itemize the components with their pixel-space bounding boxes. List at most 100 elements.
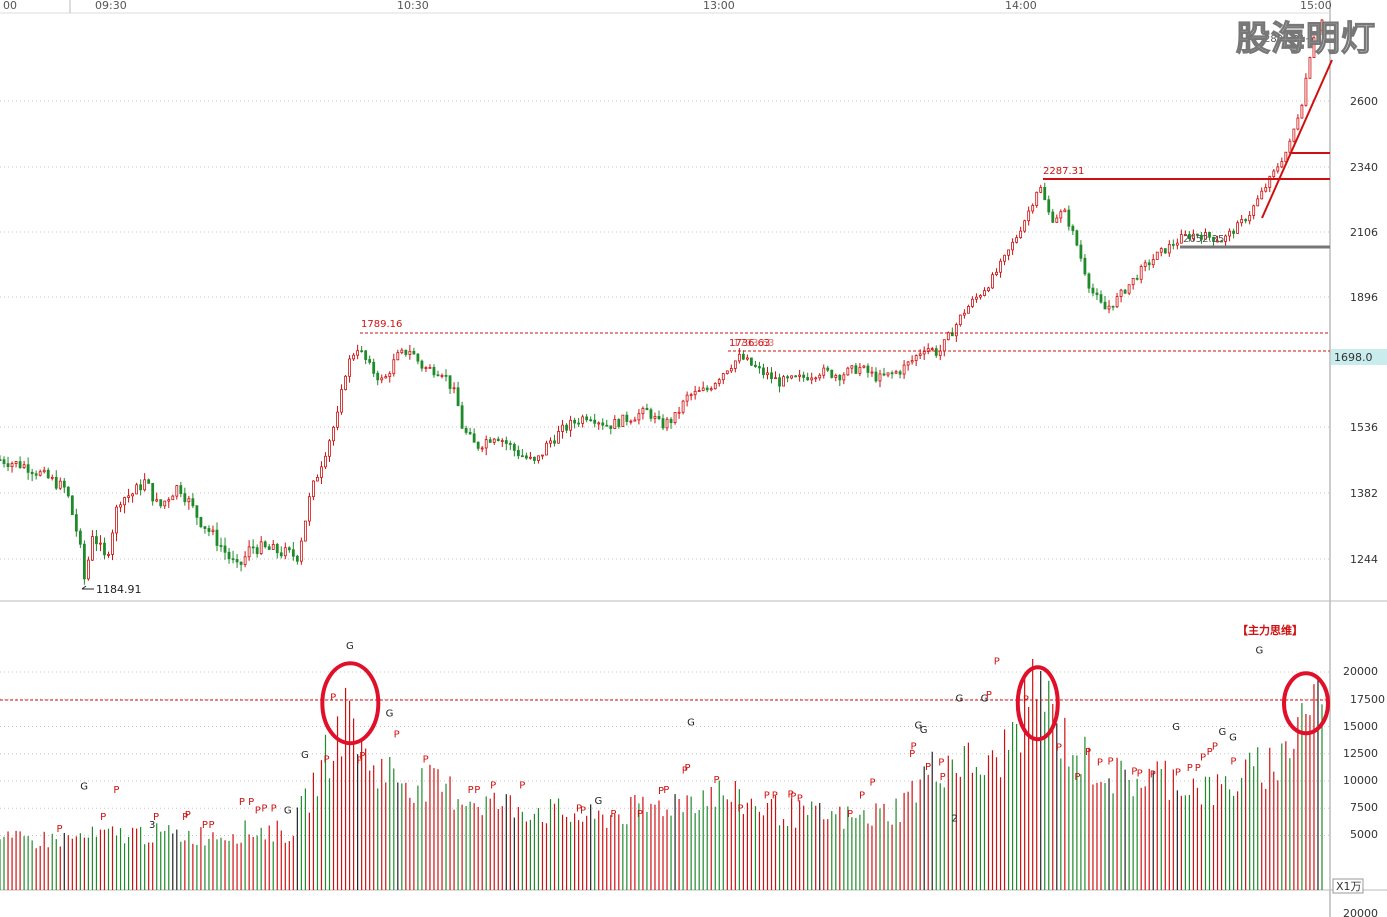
candle-body [910,360,914,363]
candle-body [569,419,572,431]
candle-body [589,419,593,422]
volume-tick-label: 20000 [1343,665,1378,678]
candle-body [356,350,360,356]
signal-mark-p: P [580,806,586,817]
signal-mark-p: P [271,804,277,815]
candle-body [103,542,106,556]
candle-body [870,371,874,374]
candle-body [1232,230,1235,234]
candle-body [1063,209,1067,213]
candle-body [440,374,444,377]
candle-body [1035,191,1039,206]
candle-body [191,498,195,507]
signal-mark-p: P [940,772,946,783]
candle-body [617,418,621,427]
price-tick-label: 2340 [1350,161,1378,174]
volume-highlight-circle [1282,671,1330,736]
candle-body [1163,248,1167,254]
candle-body [834,374,838,378]
candle-body [975,296,978,300]
candle-body [979,295,982,298]
candle-body [1027,210,1031,222]
candle-body [866,365,870,373]
candle-body [633,419,637,422]
candle-body [862,365,866,368]
candle-body [279,552,283,557]
candle-body [195,505,199,518]
current-price-label: 1698.0 [1334,351,1373,364]
signal-mark-p: P [1131,766,1137,777]
candle-body [87,559,90,580]
candle-body [918,353,922,356]
signal-mark-p: P [797,794,803,805]
signal-mark-g: G [595,796,603,807]
candle-body [697,390,701,392]
candle-body [1212,236,1215,242]
candle-body [1107,305,1111,310]
candle-body [1071,225,1075,232]
candle-body [786,376,789,379]
candle-body [766,372,769,376]
candle-body [946,332,950,341]
signal-mark-p: P [255,806,261,817]
candle-body [22,464,26,469]
time-tick-label: 10:30 [397,0,429,12]
candle-body [806,377,810,381]
signal-mark-p: P [153,812,159,823]
signal-mark-p: P [788,789,794,800]
candle-body [717,379,721,384]
candle-body [958,314,962,325]
signal-mark-p: P [909,749,915,760]
candle-body [263,541,267,548]
high2-label: 2287.31 [1043,166,1084,177]
candle-body [814,377,818,380]
candle-body [842,374,846,381]
candle-body [287,547,291,551]
candle-body [1316,29,1320,39]
candle-body [1015,237,1019,243]
signal-mark-p: P [1074,772,1080,783]
candle-body [854,365,858,374]
candle-body [561,424,564,432]
candle-body [1059,211,1063,219]
candle-body [283,547,287,557]
candle-body [725,370,729,374]
candle-body [930,348,934,351]
candle-body [922,351,926,355]
candle-body [826,367,830,371]
candle-body [693,390,697,396]
candle-body [846,367,850,376]
candle-body [669,418,673,423]
price-gridlines [0,100,1330,560]
candle-body [1304,77,1308,106]
volume-gridlines [0,671,1330,836]
candle-body [384,376,388,379]
signal-mark-p: P [394,729,400,740]
signal-mark-p: P [790,792,796,803]
candle-body [316,477,319,482]
candle-body [62,480,66,488]
candle-body [464,427,468,433]
candle-body [1083,257,1087,275]
candle-body [312,480,315,498]
candle-body [1264,187,1268,192]
candle-body [135,484,139,495]
candle-body [1244,219,1248,222]
candle-body [1296,117,1300,130]
volume-highlight-circle [1015,665,1060,742]
candle-body [537,455,540,461]
candle-body [42,469,46,473]
candle-body [328,440,331,457]
candle-body [721,373,725,381]
candle-body [741,353,745,360]
signal-mark-g: G [80,782,88,793]
candle-body [1192,233,1195,239]
candle-body [223,545,227,553]
time-tick-label: 09:30 [95,0,127,12]
candle-body [111,532,114,555]
candle-body [243,556,247,565]
watermark-logo: 股海明灯 [1236,19,1376,59]
candle-body [999,260,1002,273]
candle-body [340,389,343,413]
